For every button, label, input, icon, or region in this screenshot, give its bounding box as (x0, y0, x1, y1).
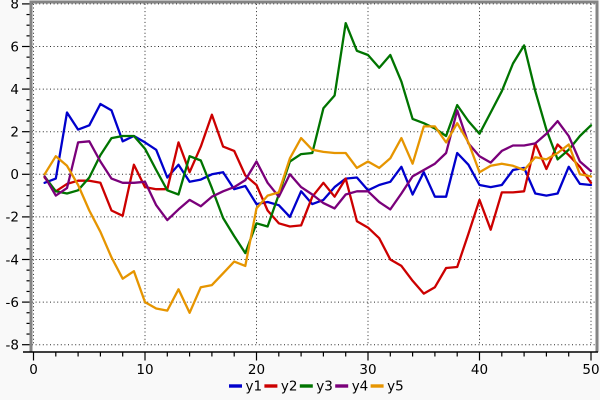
legend-label-y4: y4 (352, 379, 369, 395)
legend-item-y4: y4 (335, 379, 368, 395)
legend-label-y2: y2 (281, 379, 298, 395)
axis-ticks (22, 3, 592, 361)
series-line-y2 (43, 113, 593, 295)
y-tick-label: -2 (6, 210, 19, 226)
legend-item-y1: y1 (229, 379, 262, 395)
y-tick-label: 4 (10, 82, 19, 98)
y-tick-label: 0 (10, 167, 19, 183)
x-tick-label: 50 (582, 362, 599, 378)
legend-item-y3: y3 (299, 379, 333, 395)
y-tick-label: 6 (10, 39, 19, 55)
legend-item-y2: y2 (264, 379, 297, 395)
y-tick-label: -6 (6, 295, 19, 311)
x-tick-label: 30 (359, 362, 376, 378)
y-tick-label: 2 (10, 125, 19, 141)
series-line-y5 (43, 122, 593, 314)
x-tick-label: 10 (136, 362, 153, 378)
grid-lines (32, 3, 597, 346)
y-tick-label: -8 (6, 338, 19, 354)
legend-label-y1: y1 (246, 379, 263, 395)
plot-frame (29, 0, 599, 352)
y-tick-label: 8 (10, 0, 19, 13)
legend-label-y3: y3 (316, 379, 333, 395)
y-tick-label: -4 (6, 252, 19, 268)
legend-item-y5: y5 (370, 379, 404, 395)
x-tick-label: 40 (471, 362, 488, 378)
legend-label-y5: y5 (387, 379, 404, 395)
series-line-y3 (43, 21, 593, 255)
plot-area (31, 2, 597, 352)
x-tick-label: 20 (248, 362, 265, 378)
chart-legend: y1 y2 y3 y4 y5 (229, 379, 404, 395)
series-line-y4 (43, 109, 593, 222)
x-tick-label: 0 (29, 362, 38, 378)
